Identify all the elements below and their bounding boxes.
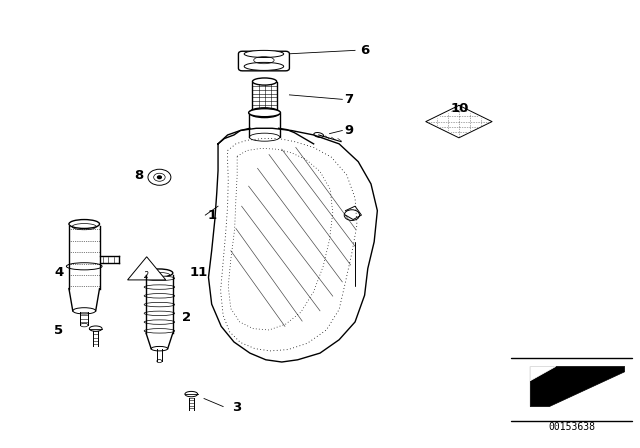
- Ellipse shape: [244, 50, 284, 57]
- Ellipse shape: [146, 269, 173, 277]
- Ellipse shape: [314, 133, 324, 138]
- Text: 8: 8: [134, 168, 143, 181]
- Text: 3: 3: [232, 401, 242, 414]
- Text: 4: 4: [54, 267, 63, 280]
- Ellipse shape: [185, 392, 198, 397]
- Text: 9: 9: [344, 124, 353, 137]
- Text: 2: 2: [182, 311, 191, 324]
- Text: 00153638: 00153638: [548, 422, 595, 432]
- Ellipse shape: [144, 276, 175, 280]
- Ellipse shape: [69, 220, 100, 228]
- Text: 6: 6: [360, 44, 369, 57]
- Ellipse shape: [151, 346, 168, 351]
- Polygon shape: [531, 366, 556, 381]
- Text: 2: 2: [144, 271, 149, 280]
- Text: 7: 7: [344, 93, 353, 106]
- Ellipse shape: [252, 78, 276, 85]
- Ellipse shape: [144, 311, 175, 315]
- Text: 10: 10: [451, 102, 469, 115]
- Ellipse shape: [144, 293, 175, 298]
- Text: 5: 5: [54, 324, 63, 337]
- Ellipse shape: [144, 285, 175, 289]
- Polygon shape: [531, 366, 625, 406]
- Ellipse shape: [67, 263, 102, 270]
- Ellipse shape: [249, 108, 280, 117]
- Ellipse shape: [144, 329, 175, 333]
- Ellipse shape: [244, 62, 284, 70]
- Ellipse shape: [144, 302, 175, 307]
- Text: 1: 1: [207, 209, 216, 222]
- FancyBboxPatch shape: [239, 51, 289, 71]
- Polygon shape: [127, 257, 166, 280]
- Circle shape: [157, 176, 161, 179]
- Circle shape: [148, 169, 171, 185]
- Ellipse shape: [248, 109, 280, 116]
- Text: 11: 11: [190, 267, 208, 280]
- Ellipse shape: [144, 320, 175, 324]
- Ellipse shape: [90, 326, 102, 332]
- Ellipse shape: [73, 308, 96, 314]
